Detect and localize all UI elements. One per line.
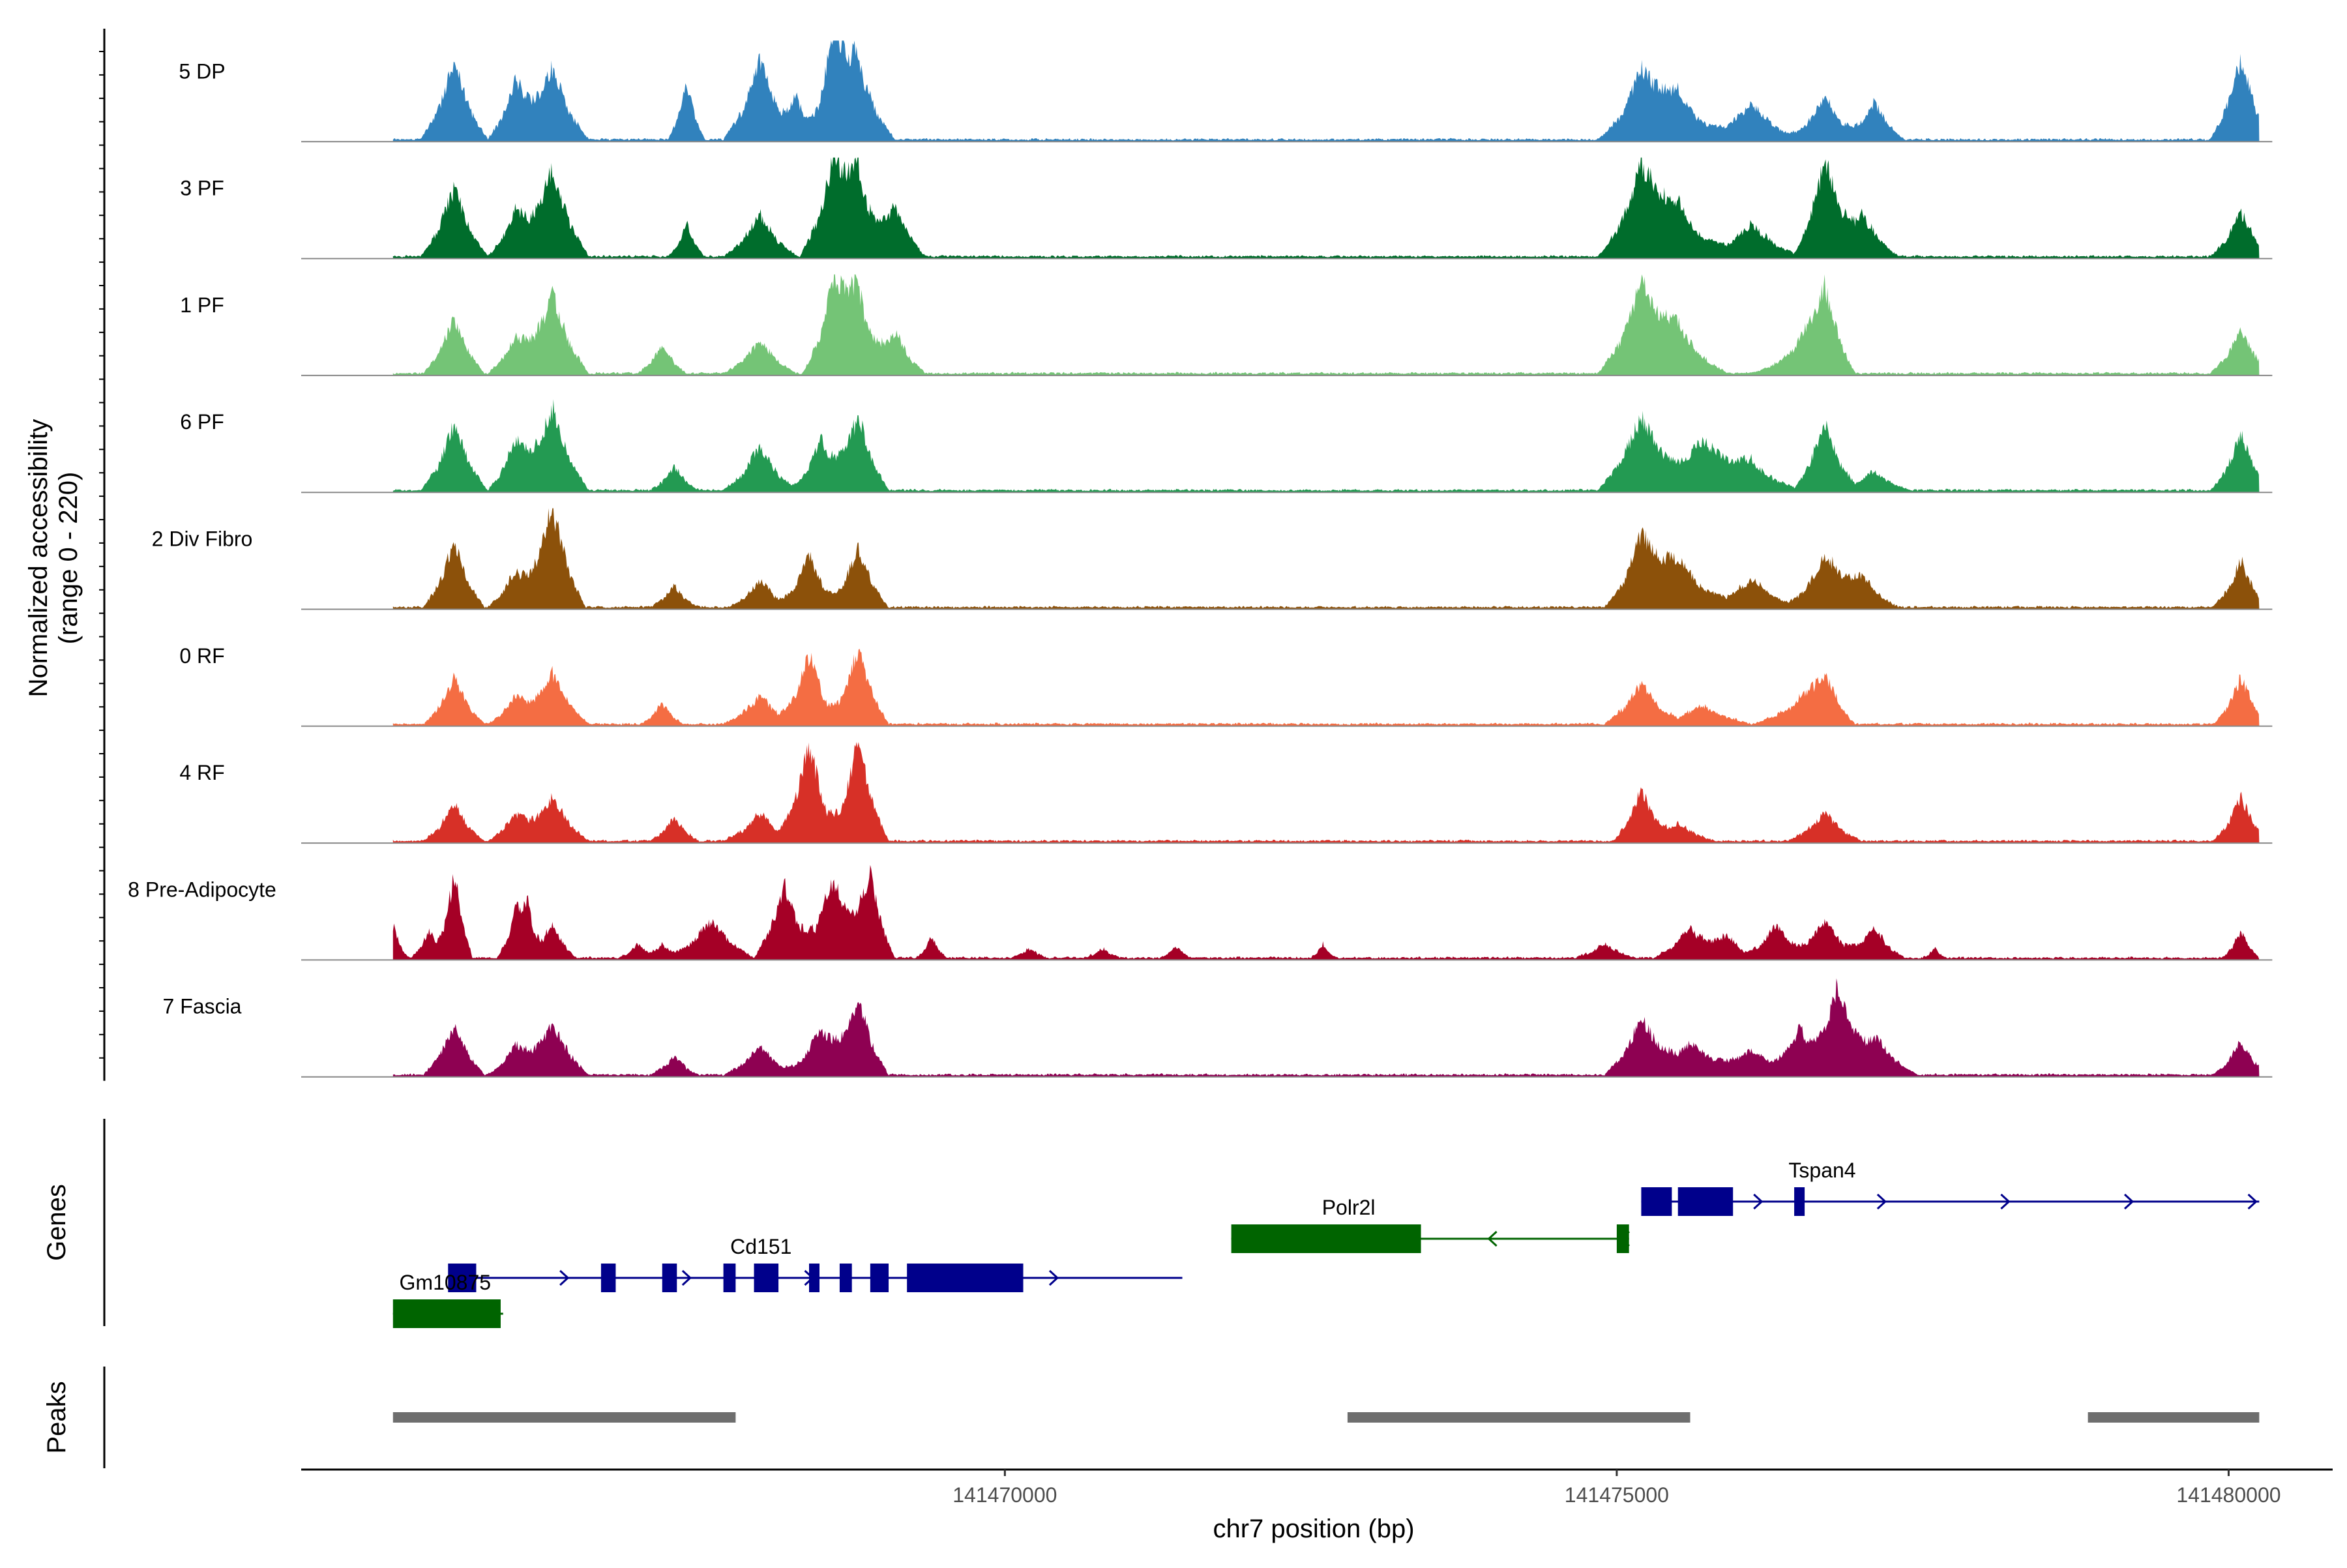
x-tick-label: 141480000 [2176, 1483, 2281, 1507]
gene-exon [1677, 1187, 1734, 1216]
track-7-fascia: 7 Fascia [163, 978, 2273, 1078]
gene-strand-arrow [1753, 1193, 1764, 1210]
gene-cd151: Cd151 [448, 1235, 1183, 1292]
track-8-pre-adipocyte: 8 Pre-Adipocyte [128, 865, 2273, 961]
peak-region-bar [2088, 1412, 2260, 1423]
track-label-4-rf: 4 RF [179, 761, 224, 784]
coverage-area-2-div-fibro [392, 508, 2260, 610]
gene-exon [907, 1264, 1024, 1292]
gene-polr2l: Polr2l [1231, 1196, 1630, 1253]
track-label-0-rf: 0 RF [179, 644, 224, 668]
coverage-area-4-rf [392, 742, 2260, 844]
coverage-area-8-pre-adipocyte [392, 865, 2260, 960]
gene-exon [723, 1264, 736, 1292]
track-label-6-pf: 6 PF [180, 410, 224, 434]
gene-exon [839, 1264, 852, 1292]
coverage-area-3-pf [392, 157, 2260, 259]
gene-strand-arrow [2000, 1193, 2011, 1210]
gene-exon [448, 1264, 477, 1292]
genes-panel: Cd151 Polr2l Tspan4 Gm10875 [392, 1159, 2260, 1328]
coverage-area-0-rf [392, 648, 2260, 726]
peak-region-bar [1347, 1412, 1690, 1423]
y-axis-range-label: (range 0 - 220) [54, 472, 83, 645]
genes-panel-label: Genes [42, 1184, 71, 1261]
x-axis-label: chr7 position (bp) [1213, 1515, 1414, 1543]
gene-label-polr2l: Polr2l [1322, 1196, 1376, 1219]
gene-exon [1794, 1187, 1805, 1216]
gene-exon [1231, 1224, 1421, 1253]
coverage-area-7-fascia [392, 978, 2260, 1077]
coverage-area-1-pf [392, 274, 2260, 376]
x-tick-label: 141470000 [952, 1483, 1057, 1507]
gene-exon [870, 1264, 889, 1292]
track-6-pf: 6 PF [180, 399, 2273, 494]
gene-label-cd151: Cd151 [730, 1235, 791, 1258]
x-axis: 141470000 141475000 141480000 [301, 1468, 2333, 1507]
gene-label-tspan4: Tspan4 [1788, 1159, 1855, 1182]
gene-tspan4: Tspan4 [1641, 1159, 2260, 1216]
x-tick-label: 141475000 [1565, 1483, 1669, 1507]
gene-gm10875: Gm10875 [392, 1271, 503, 1328]
track-3-pf: 3 PF [180, 157, 2273, 259]
track-2-div-fibro: 2 Div Fibro [152, 508, 2273, 610]
gene-strand-arrow [2247, 1193, 2258, 1210]
gene-strand-arrow [1876, 1193, 1887, 1210]
peak-region-bar [392, 1412, 736, 1423]
peaks-panel [392, 1412, 2260, 1423]
track-4-rf: 4 RF [179, 742, 2273, 844]
gene-exon [1641, 1187, 1672, 1216]
gene-exon [600, 1264, 616, 1292]
gene-strand-arrow [559, 1269, 570, 1286]
gene-strand-arrow [2123, 1193, 2134, 1210]
gene-strand-arrow [1048, 1269, 1059, 1286]
coverage-tracks: 5 DP 3 PF 1 PF 6 PF 2 Div Fibro 0 RF 4 RF 8 Pre… [128, 40, 2273, 1078]
track-label-3-pf: 3 PF [180, 177, 224, 200]
gene-label-gm10875: Gm10875 [400, 1271, 492, 1294]
coverage-area-6-pf [392, 399, 2260, 493]
track-y-axis [99, 29, 106, 1081]
track-1-pf: 1 PF [180, 274, 2273, 376]
track-label-7-fascia: 7 Fascia [163, 995, 242, 1018]
gene-exon [754, 1264, 779, 1292]
gene-exon [809, 1264, 819, 1292]
track-5-dp: 5 DP [179, 40, 2273, 143]
track-label-1-pf: 1 PF [180, 293, 224, 317]
gene-exon [392, 1299, 501, 1328]
gene-strand-arrow [681, 1269, 692, 1286]
track-label-5-dp: 5 DP [179, 59, 225, 83]
peaks-panel-label: Peaks [42, 1381, 71, 1453]
gene-exon [1616, 1224, 1629, 1253]
gene-strand-arrow [1487, 1230, 1498, 1247]
coverage-area-5-dp [392, 40, 2260, 142]
track-0-rf: 0 RF [179, 644, 2273, 727]
gene-exon [662, 1264, 677, 1292]
track-label-2-div-fibro: 2 Div Fibro [152, 527, 253, 551]
y-axis-label: Normalized accessibility [24, 419, 53, 698]
track-label-8-pre-adipocyte: 8 Pre-Adipocyte [128, 878, 276, 901]
